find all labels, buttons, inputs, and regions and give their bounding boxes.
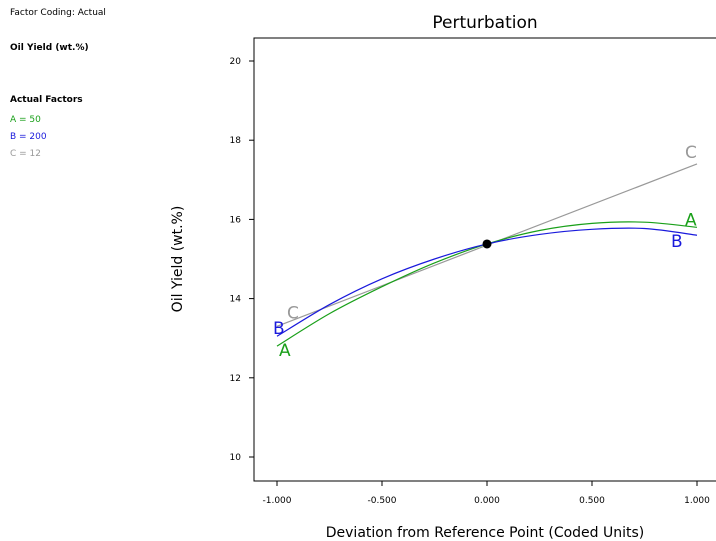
y-axis-title: Oil Yield (wt.%) — [170, 206, 186, 313]
x-tick-label: -1.000 — [262, 496, 291, 506]
series-b-start-label: B — [273, 319, 285, 339]
y-tick-label: 16 — [230, 215, 242, 225]
actual-factors-list: A = 50 B = 200 C = 12 — [10, 112, 47, 163]
y-tick-label: 12 — [230, 374, 241, 384]
x-tick-label: 0.000 — [474, 496, 500, 506]
actual-factor-a: A = 50 — [10, 115, 41, 125]
actual-factor-c: C = 12 — [10, 149, 41, 159]
y-tick-label: 14 — [230, 295, 242, 305]
series-b-end-label: B — [671, 232, 683, 252]
x-axis-title: Deviation from Reference Point (Coded Un… — [326, 525, 645, 541]
series-c-start-label: C — [287, 303, 299, 323]
y-tick-label: 20 — [230, 57, 242, 67]
series-c-end-label: C — [685, 143, 697, 163]
factor-coding-label: Factor Coding: Actual — [10, 8, 106, 18]
series-a-start-label: A — [279, 341, 291, 361]
plot-frame — [253, 37, 716, 482]
x-tick-label: -0.500 — [367, 496, 396, 506]
actual-factors-title: Actual Factors — [10, 95, 83, 105]
series-a-end-label: A — [685, 210, 697, 230]
x-tick-label: 0.500 — [579, 496, 605, 506]
y-tick-label: 10 — [230, 453, 242, 463]
x-tick-label: 1.000 — [684, 496, 710, 506]
chart-title: Perturbation — [432, 13, 537, 33]
response-label: Oil Yield (wt.%) — [10, 43, 89, 53]
actual-factor-b: B = 200 — [10, 132, 47, 142]
y-tick-label: 18 — [230, 136, 242, 146]
reference-point-marker — [482, 239, 492, 249]
